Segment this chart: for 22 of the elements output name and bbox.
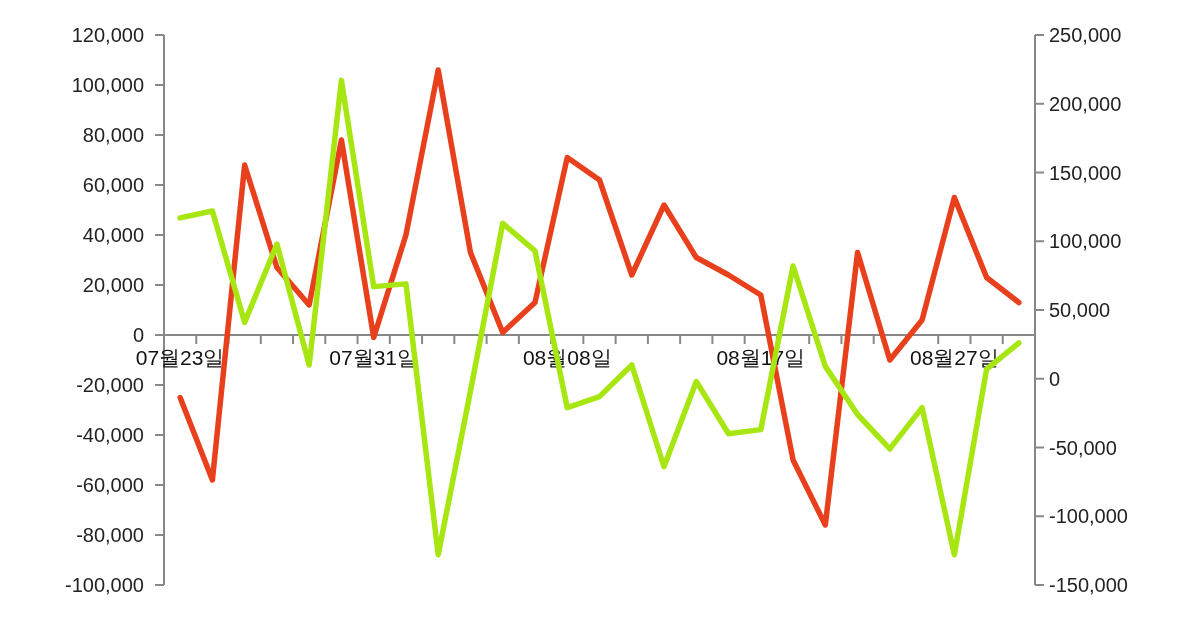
y-tick-label: 40,000 xyxy=(82,224,144,246)
y-tick-label: 120,000 xyxy=(71,24,144,46)
y2-tick-label: 100,000 xyxy=(1049,230,1122,253)
x-tick-label: 07월23일 xyxy=(135,346,225,369)
y-tick-label: 0 xyxy=(132,324,144,346)
y-tick-label: -40,000 xyxy=(76,424,144,446)
y2-tick-label: 50,000 xyxy=(1049,299,1111,321)
y2-tick-label: -100,000 xyxy=(1049,505,1128,528)
y2-tick-label: 200,000 xyxy=(1049,92,1122,115)
y-tick-label: 20,000 xyxy=(82,274,144,296)
y-tick-label: 60,000 xyxy=(82,174,144,196)
y2-tick-label: 250,000 xyxy=(1049,24,1122,46)
y-tick-label: -20,000 xyxy=(76,374,144,396)
y2-tick-label: 0 xyxy=(1049,367,1061,390)
y-tick-label: -80,000 xyxy=(76,524,144,546)
y-tick-label: 100,000 xyxy=(71,74,144,96)
y2-tick-label: -150,000 xyxy=(1049,574,1128,596)
y-tick-label: 80,000 xyxy=(82,124,144,146)
y-tick-label: -100,000 xyxy=(65,574,144,596)
y2-tick-label: -50,000 xyxy=(1049,436,1117,459)
y-tick-label: -60,000 xyxy=(76,474,144,496)
y2-tick-label: 150,000 xyxy=(1049,161,1122,184)
